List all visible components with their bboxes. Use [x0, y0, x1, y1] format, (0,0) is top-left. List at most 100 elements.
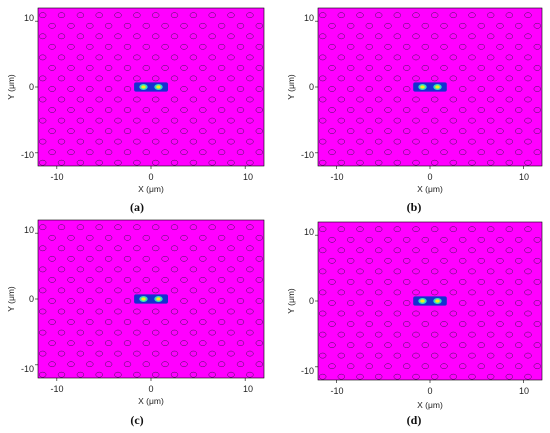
air-hole — [208, 329, 216, 336]
air-hole — [246, 224, 254, 231]
y-tick-label: 0 — [309, 82, 314, 92]
air-hole — [356, 247, 364, 254]
air-hole — [227, 75, 235, 82]
air-hole — [189, 224, 198, 231]
air-hole — [67, 86, 75, 92]
air-hole — [152, 371, 160, 378]
air-hole — [86, 65, 94, 71]
panel-caption: (d) — [407, 413, 422, 427]
air-hole — [189, 266, 198, 273]
air-hole — [533, 43, 541, 50]
air-hole — [123, 298, 132, 304]
x-tick-label: 10 — [519, 172, 529, 182]
air-hole — [114, 159, 122, 166]
air-hole — [48, 149, 56, 156]
air-hole — [375, 117, 383, 124]
air-hole — [496, 65, 504, 71]
air-hole — [496, 43, 504, 50]
air-hole — [431, 247, 439, 254]
air-hole — [142, 149, 150, 156]
air-hole — [393, 75, 401, 82]
air-hole — [152, 350, 160, 357]
air-hole — [440, 107, 448, 113]
air-hole — [412, 226, 420, 233]
air-hole — [515, 149, 523, 156]
air-hole — [403, 300, 411, 306]
mode-peak — [435, 85, 440, 89]
air-hole — [365, 149, 373, 156]
air-hole — [421, 279, 429, 285]
air-hole — [384, 342, 392, 348]
air-hole — [468, 310, 476, 317]
air-hole — [337, 12, 345, 19]
air-hole — [505, 226, 513, 233]
air-hole — [114, 266, 122, 273]
air-hole — [123, 340, 132, 346]
air-hole — [431, 159, 439, 166]
air-hole — [67, 255, 75, 262]
air-hole — [39, 159, 47, 166]
air-hole — [375, 352, 383, 359]
air-hole — [255, 319, 263, 325]
air-hole — [199, 234, 207, 241]
air-hole — [487, 247, 495, 254]
air-hole — [459, 107, 467, 113]
air-hole — [236, 234, 245, 241]
air-hole — [505, 33, 513, 40]
air-hole — [505, 96, 513, 103]
air-hole — [356, 117, 364, 124]
air-hole — [189, 245, 198, 252]
air-hole — [95, 33, 103, 40]
air-hole — [39, 245, 47, 252]
air-hole — [431, 373, 439, 380]
air-hole — [76, 329, 85, 336]
air-hole — [337, 159, 345, 166]
air-hole — [217, 298, 226, 304]
air-hole — [459, 236, 467, 243]
air-hole — [76, 33, 85, 40]
air-hole — [393, 12, 401, 19]
air-hole — [524, 96, 532, 103]
air-hole — [337, 268, 345, 275]
air-hole — [67, 107, 75, 113]
air-hole — [319, 289, 327, 296]
air-hole — [487, 310, 495, 317]
air-hole — [39, 117, 47, 124]
air-hole — [170, 33, 179, 40]
air-hole — [477, 236, 485, 243]
air-hole — [199, 107, 207, 113]
air-hole — [114, 33, 122, 40]
air-hole — [255, 65, 263, 71]
air-hole — [375, 159, 383, 166]
air-hole — [384, 321, 392, 327]
air-hole — [217, 149, 226, 156]
air-hole — [375, 268, 383, 275]
air-hole — [189, 159, 198, 166]
air-hole — [375, 75, 383, 82]
air-hole — [496, 342, 504, 348]
air-hole — [104, 319, 113, 325]
air-hole — [95, 245, 103, 252]
air-hole — [57, 12, 66, 19]
air-hole — [515, 107, 523, 113]
air-hole — [393, 96, 401, 103]
air-hole — [468, 33, 476, 40]
air-hole — [227, 287, 235, 294]
air-hole — [487, 138, 495, 145]
panel-a: -10 0 10 10 0 -10 X (μm) Y (μm) (a) — [6, 7, 265, 214]
air-hole — [412, 12, 420, 19]
air-hole — [161, 255, 169, 262]
air-hole — [39, 54, 47, 61]
air-hole — [496, 300, 504, 306]
air-hole — [95, 12, 103, 19]
air-hole — [524, 310, 532, 317]
air-hole — [356, 54, 364, 61]
air-hole — [39, 96, 47, 103]
air-hole — [227, 224, 235, 231]
air-hole — [246, 350, 254, 357]
air-hole — [208, 75, 216, 82]
air-hole — [189, 54, 198, 61]
air-hole — [524, 12, 532, 19]
air-hole — [57, 117, 66, 124]
air-hole — [114, 329, 122, 336]
